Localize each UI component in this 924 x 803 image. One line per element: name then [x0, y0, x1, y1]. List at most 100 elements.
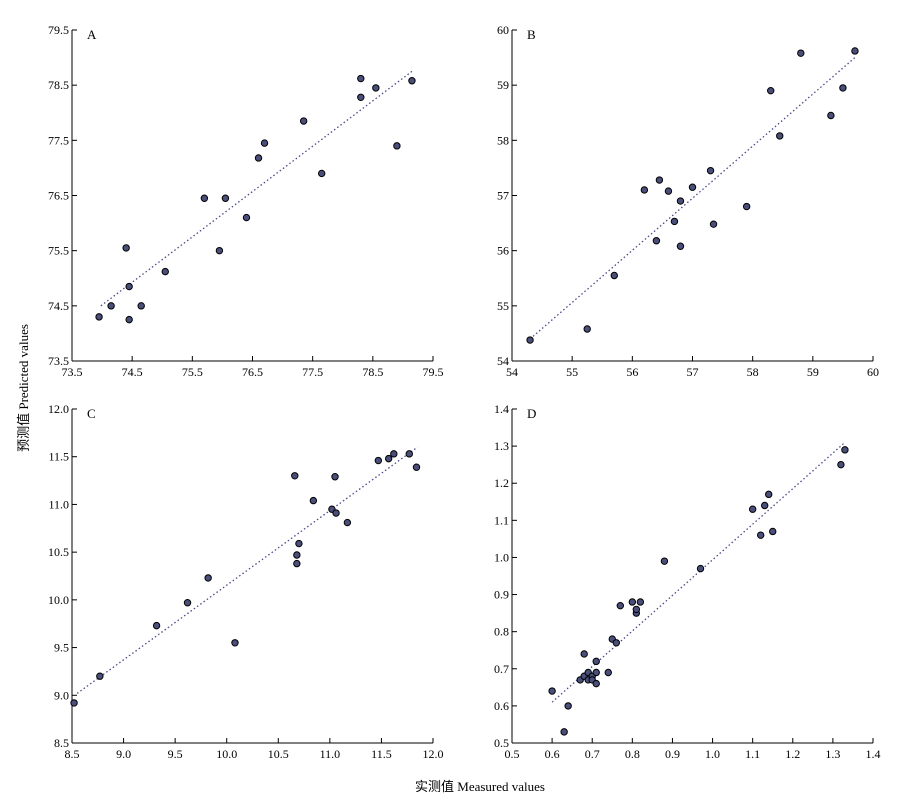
y-tick-label: 9.5 — [54, 641, 69, 655]
data-point — [688, 183, 697, 191]
y-tick-label: 1.0 — [494, 550, 509, 564]
x-tick-label: 73.5 — [62, 365, 83, 379]
data-point — [632, 605, 641, 614]
y-tick-label: 74.5 — [48, 299, 69, 313]
y-tick-label: 78.5 — [48, 78, 69, 92]
x-tick-label: 78.5 — [362, 365, 383, 379]
panel-label: D — [527, 406, 536, 421]
data-point — [756, 531, 765, 539]
data-point — [526, 336, 534, 344]
y-tick-label: 10.0 — [48, 593, 69, 607]
x-tick-label: 10.0 — [216, 747, 237, 761]
x-tick-label: 57 — [687, 365, 699, 379]
x-tick-label: 8.5 — [65, 747, 80, 761]
data-point — [332, 509, 340, 517]
panel-b: 54 55 56 57 58 59 60 54 55 56 57 58 59 60 B — [497, 23, 879, 379]
x-tick-label: 60 — [867, 365, 879, 379]
y-tick-label: 59 — [497, 78, 509, 92]
x-tick-label: 1.2 — [785, 747, 800, 761]
y-tick-label: 12.0 — [48, 402, 69, 416]
data-point — [776, 132, 784, 140]
data-point — [260, 139, 269, 147]
data-point — [412, 463, 421, 471]
data-point — [372, 84, 380, 92]
x-tick-label: 75.5 — [182, 365, 203, 379]
data-point — [837, 460, 845, 469]
data-point — [152, 621, 161, 630]
data-point — [652, 237, 661, 245]
data-point — [592, 679, 600, 688]
data-point — [95, 313, 103, 321]
data-point — [405, 450, 413, 458]
data-point — [560, 728, 568, 736]
data-point — [125, 282, 133, 291]
y-tick-label: 0.8 — [494, 625, 509, 639]
y-tick-label: 54 — [497, 354, 509, 368]
y-tick-label: 1.4 — [494, 402, 509, 416]
trend-line — [100, 70, 413, 307]
x-tick-label: 59 — [807, 365, 819, 379]
data-point — [841, 446, 849, 454]
y-tick-label: 0.6 — [494, 699, 509, 713]
data-point — [96, 672, 104, 680]
x-tick-label: 0.7 — [585, 747, 600, 761]
trend-line — [551, 441, 846, 703]
x-tick-label: 0.5 — [505, 747, 520, 761]
x-tick-label: 1.3 — [825, 747, 840, 761]
x-tick-label: 0.6 — [545, 747, 560, 761]
data-point — [137, 302, 145, 310]
data-point — [204, 574, 212, 582]
data-point — [408, 77, 416, 85]
data-point — [107, 302, 115, 310]
data-point — [676, 197, 685, 205]
panel-label: B — [527, 27, 536, 42]
y-tick-label: 0.5 — [494, 736, 509, 750]
x-tick-label: 12.0 — [423, 747, 444, 761]
data-point — [374, 456, 383, 465]
y-tick-label: 73.5 — [48, 354, 69, 368]
panel-a: 73.5 74.5 75.5 76.5 77.5 78.5 79.5 73.5 74.5 75.5… — [48, 23, 444, 379]
y-tick-label: 1.2 — [494, 476, 509, 490]
data-point — [215, 246, 224, 255]
x-tick-label: 77.5 — [302, 365, 323, 379]
data-point — [221, 194, 230, 202]
panel-label: A — [87, 27, 97, 42]
panel-d: 0.5 0.6 0.7 0.8 0.9 1.0 1.1 1.2 1.3 1.4 0.5 0.6 0.7 0… — [494, 402, 881, 761]
data-point — [696, 564, 705, 573]
y-tick-label: 55 — [497, 299, 509, 313]
data-point — [660, 557, 669, 565]
data-point — [616, 601, 624, 610]
x-tick-label: 0.8 — [625, 747, 640, 761]
data-point — [761, 501, 769, 510]
y-tick-label: 75.5 — [48, 244, 69, 258]
data-point — [393, 142, 401, 150]
x-axis-title: 实测值 Measured values — [415, 779, 545, 794]
x-tick-label: 58 — [747, 365, 759, 379]
y-tick-label: 77.5 — [48, 133, 69, 147]
x-tick-label: 1.0 — [705, 747, 720, 761]
data-point — [231, 639, 239, 647]
data-point — [827, 111, 835, 120]
y-tick-label: 11.5 — [48, 450, 69, 464]
data-point — [161, 267, 169, 276]
x-tick-label: 0.9 — [665, 747, 680, 761]
data-point — [299, 117, 308, 125]
y-tick-label: 10.5 — [48, 545, 69, 559]
x-tick-label: 1.4 — [866, 747, 881, 761]
data-point — [670, 217, 679, 226]
data-point — [765, 490, 773, 499]
data-point — [357, 93, 365, 102]
y-tick-label: 0.7 — [494, 662, 509, 676]
data-point — [384, 454, 393, 463]
x-tick-label: 56 — [626, 365, 638, 379]
data-point — [748, 505, 757, 513]
trend-line — [76, 446, 418, 694]
data-point — [640, 186, 649, 194]
data-point — [317, 169, 326, 178]
data-point — [242, 213, 251, 222]
data-point — [580, 650, 588, 658]
data-point — [293, 551, 301, 559]
data-point — [592, 657, 600, 666]
panel-label: C — [87, 406, 96, 421]
x-tick-label: 76.5 — [242, 365, 263, 379]
